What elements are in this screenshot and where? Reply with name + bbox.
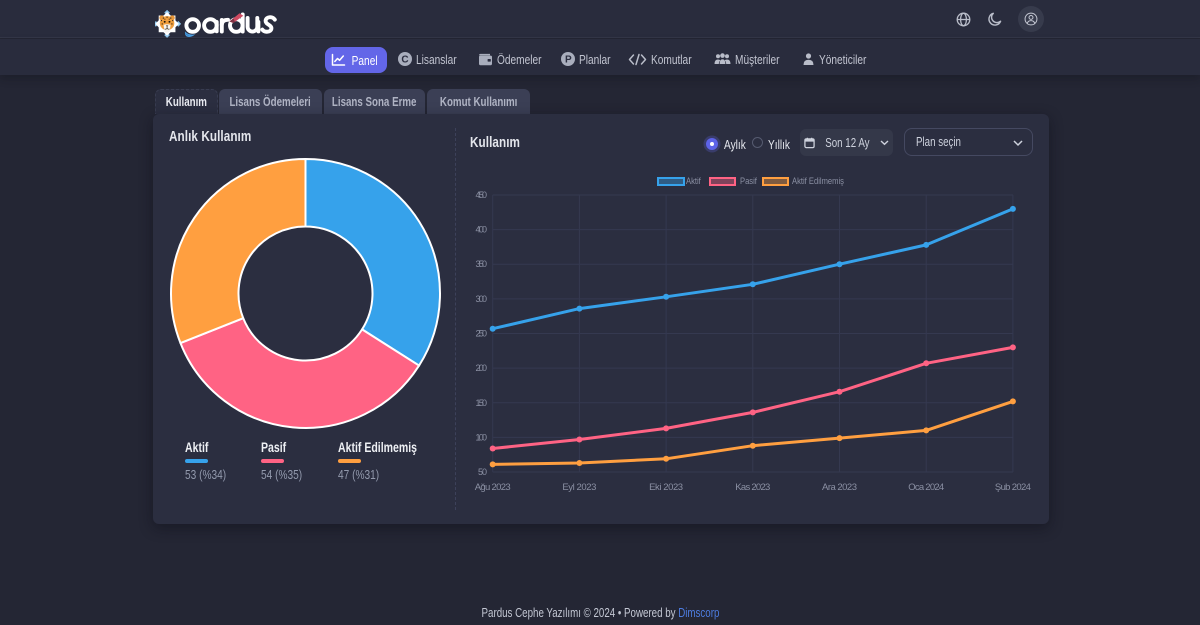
svg-text:150: 150 <box>476 398 488 408</box>
svg-text:300: 300 <box>476 294 488 304</box>
svg-text:C: C <box>401 55 408 66</box>
svg-text:Ara 2023: Ara 2023 <box>822 482 857 493</box>
svg-text:450: 450 <box>476 190 488 200</box>
svg-text:Ağu 2023: Ağu 2023 <box>475 482 511 493</box>
svg-text:250: 250 <box>476 329 488 339</box>
svg-text:Eki 2023: Eki 2023 <box>649 482 683 493</box>
svg-text:Eyl 2023: Eyl 2023 <box>562 482 596 493</box>
svg-text:200: 200 <box>476 363 488 373</box>
svg-text:Şub 2024: Şub 2024 <box>995 482 1031 493</box>
svg-text:50: 50 <box>478 467 487 477</box>
svg-text:100: 100 <box>476 432 488 442</box>
svg-text:400: 400 <box>476 225 488 235</box>
svg-text:Oca 2024: Oca 2024 <box>908 482 944 493</box>
svg-text:Kas 2023: Kas 2023 <box>735 482 770 493</box>
svg-text:350: 350 <box>476 259 488 269</box>
svg-text:P: P <box>565 55 572 66</box>
